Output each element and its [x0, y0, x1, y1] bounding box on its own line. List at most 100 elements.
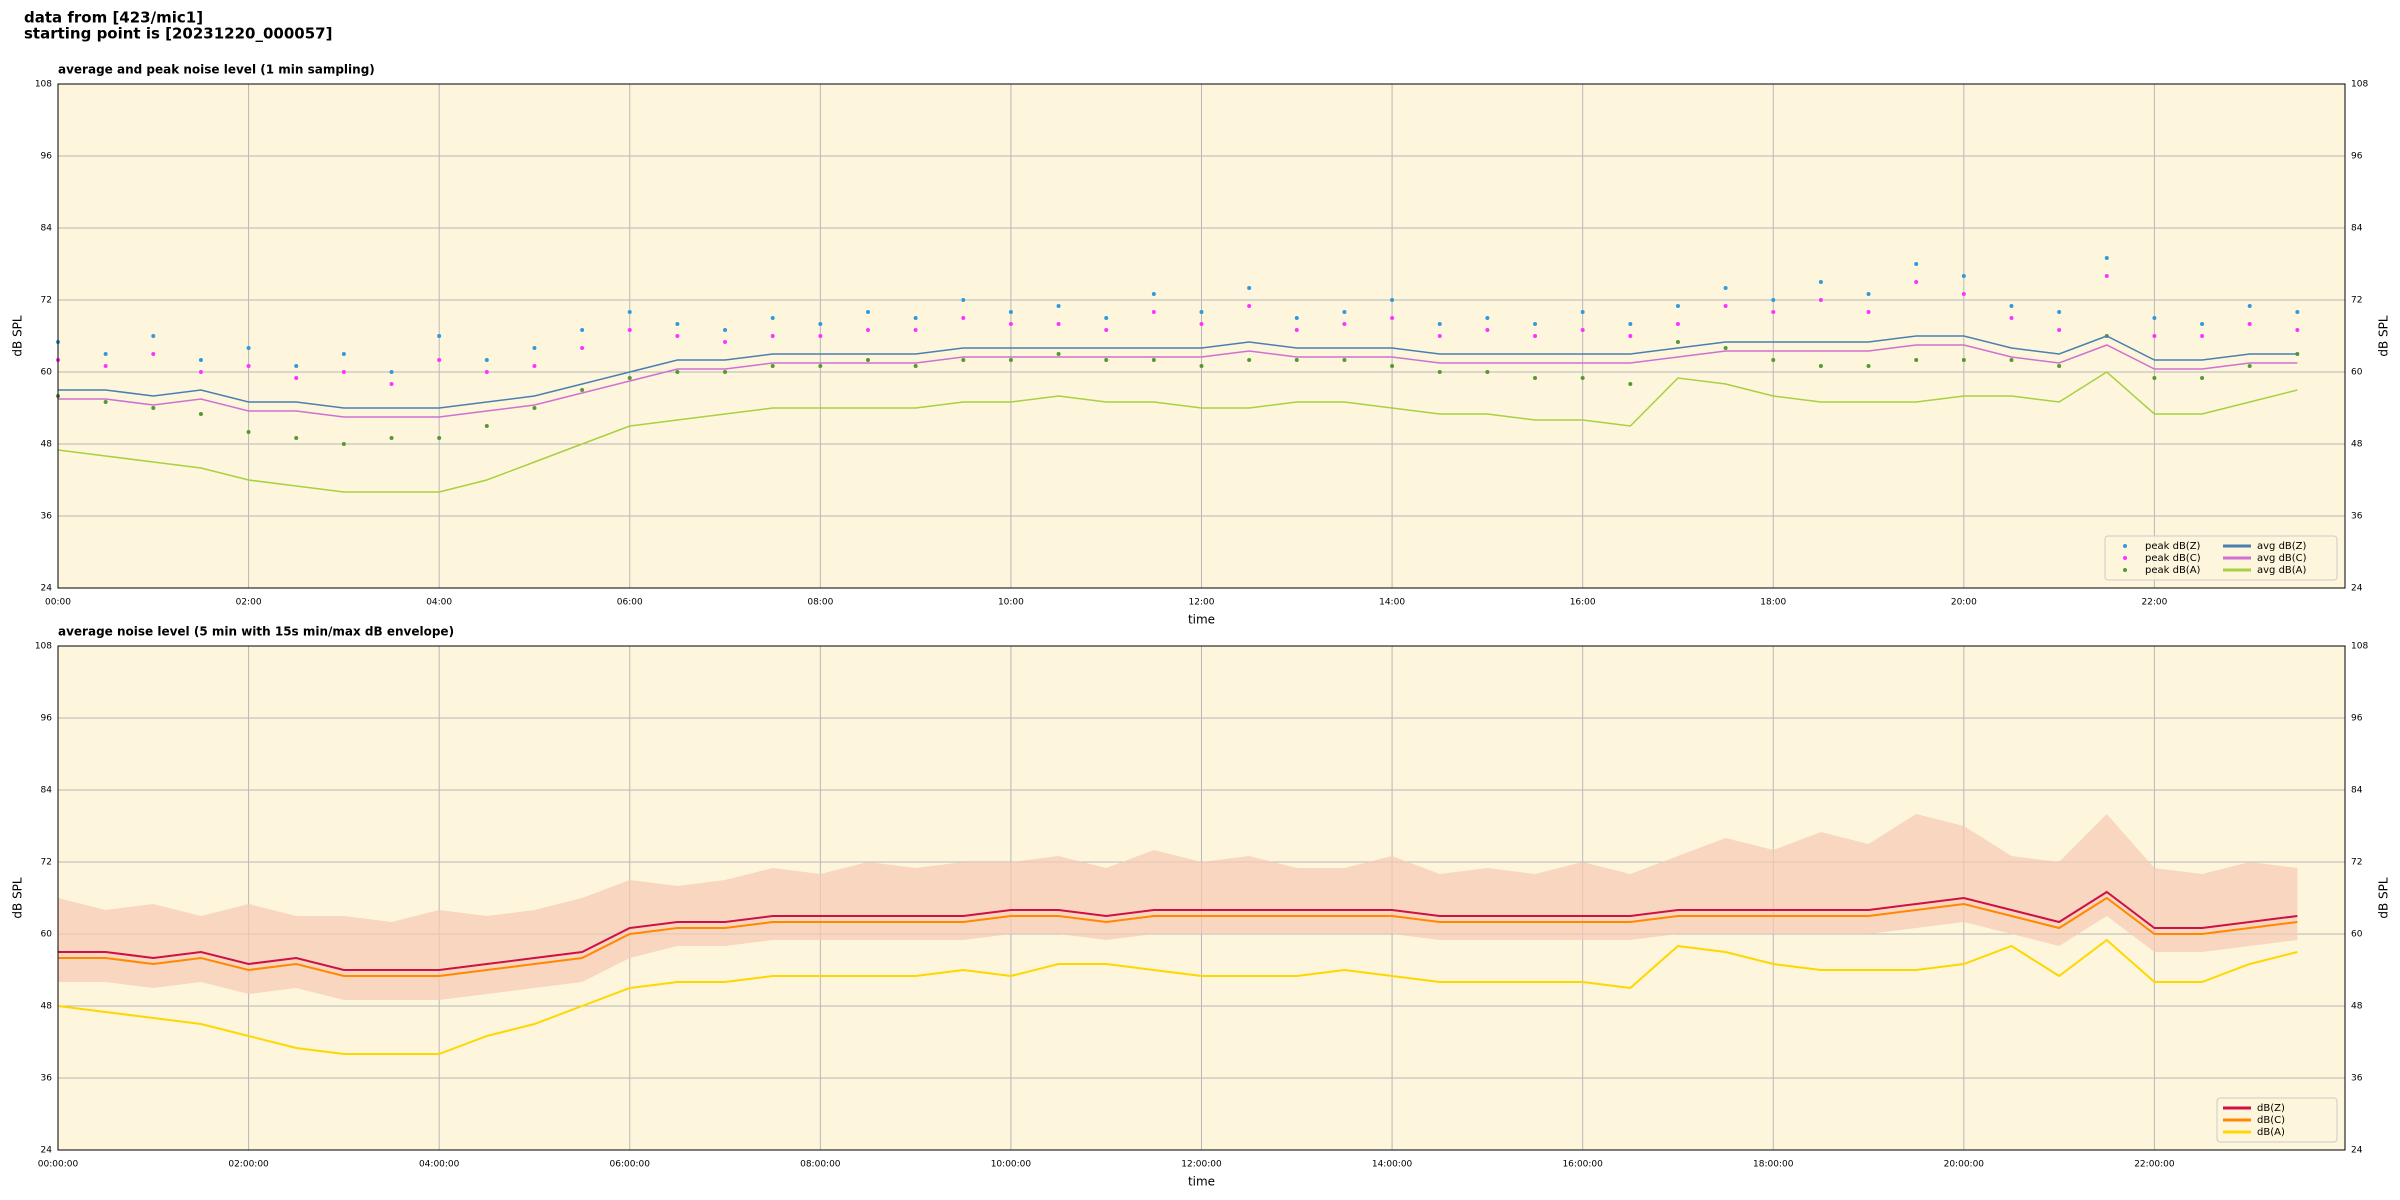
peak-dot	[1961, 358, 1966, 362]
x-tick-label: 18:00	[1760, 598, 1786, 608]
peak-dot	[2295, 328, 2300, 332]
y-tick-label: 72	[41, 296, 52, 306]
peak-dot	[1342, 322, 1347, 326]
peak-dot	[1199, 310, 1204, 314]
x-tick-label: 16:00	[1570, 598, 1596, 608]
peak-dot	[1104, 358, 1109, 362]
peak-dot	[913, 316, 918, 320]
peak-dot	[2104, 256, 2109, 260]
peak-dot	[1675, 322, 1680, 326]
x-tick-label: 16:00:00	[1562, 1160, 1603, 1170]
peak-dot	[1151, 292, 1156, 296]
peak-dot	[437, 358, 442, 362]
peak-dot	[1675, 304, 1680, 308]
peak-dot	[484, 370, 489, 374]
peak-dot	[2009, 304, 2014, 308]
x-tick-label: 04:00	[426, 598, 452, 608]
peak-dot	[961, 358, 966, 362]
y-tick-label: 48	[41, 440, 53, 450]
peak-dot	[1628, 334, 1633, 338]
peak-dot	[246, 346, 251, 350]
peak-dot	[2200, 376, 2205, 380]
y-axis-label: dB SPL	[11, 315, 25, 357]
y2-tick-label: 84	[2351, 786, 2363, 796]
peak-dot	[1104, 328, 1109, 332]
peak-dot	[1247, 358, 1252, 362]
y2-tick-label: 72	[2351, 296, 2362, 306]
x-tick-label: 20:00	[1951, 598, 1977, 608]
peak-dot	[341, 370, 346, 374]
peak-dot	[627, 328, 632, 332]
y2-tick-label: 108	[2351, 642, 2368, 652]
y2-tick-label: 36	[2351, 1074, 2363, 1084]
peak-dot	[1914, 280, 1919, 284]
y-tick-label: 72	[41, 858, 52, 868]
peak-dot	[1580, 310, 1585, 314]
peak-dot	[103, 352, 108, 356]
x-tick-label: 02:00	[236, 598, 262, 608]
peak-dot	[865, 310, 870, 314]
peak-dot	[580, 388, 585, 392]
peak-dot	[675, 322, 680, 326]
peak-dot	[580, 346, 585, 350]
x-tick-label: 12:00:00	[1181, 1160, 1222, 1170]
peak-dot	[437, 436, 442, 440]
peak-dot	[1342, 310, 1347, 314]
header-line: data from [423/mic1]	[24, 9, 203, 27]
y2-axis-label: dB SPL	[2377, 877, 2391, 919]
peak-dot	[770, 334, 775, 338]
peak-dot	[818, 322, 823, 326]
peak-dot	[294, 436, 299, 440]
peak-dot	[151, 334, 156, 338]
peak-dot	[723, 340, 728, 344]
peak-dot	[294, 376, 299, 380]
x-tick-label: 14:00	[1379, 598, 1405, 608]
x-tick-label: 10:00:00	[991, 1160, 1032, 1170]
y2-axis-label: dB SPL	[2377, 315, 2391, 357]
series-line	[57, 371, 2298, 493]
peak-dot	[1151, 358, 1156, 362]
x-axis-label: time	[1188, 613, 1215, 627]
x-tick-label: 12:00	[1189, 598, 1215, 608]
peak-dot	[1485, 328, 1490, 332]
y-tick-label: 108	[35, 80, 52, 90]
peak-dot	[1818, 298, 1823, 302]
peak-dot	[2247, 304, 2252, 308]
legend-label: peak dB(Z)	[2145, 541, 2201, 552]
y-axis-label: dB SPL	[11, 877, 25, 919]
peak-dot	[151, 406, 156, 410]
y-tick-label: 36	[41, 1074, 53, 1084]
legend-label: dB(A)	[2257, 1127, 2285, 1138]
peak-dot	[2104, 274, 2109, 278]
series-line	[58, 896, 2298, 977]
x-tick-label: 08:00:00	[800, 1160, 841, 1170]
peak-dot	[103, 364, 108, 368]
peak-dot	[1199, 364, 1204, 368]
peak-dot	[2057, 310, 2062, 314]
series-line	[58, 344, 2298, 418]
peak-dot	[818, 334, 823, 338]
plot-frame	[57, 83, 2346, 589]
y2-tick-label: 48	[2351, 1002, 2363, 1012]
peak-dot	[198, 358, 203, 362]
legend-marker	[2123, 568, 2127, 572]
peak-dot	[1771, 298, 1776, 302]
legend-label: dB(Z)	[2257, 1103, 2285, 1114]
peak-dot	[2152, 316, 2157, 320]
legend-label: peak dB(C)	[2145, 553, 2201, 564]
peak-dot	[1056, 352, 1061, 356]
y-tick-label: 60	[41, 930, 53, 940]
peak-dot	[770, 316, 775, 320]
y2-tick-label: 84	[2351, 224, 2363, 234]
plot-frame	[57, 645, 2346, 1151]
peak-dot	[1866, 310, 1871, 314]
peak-dot	[2200, 334, 2205, 338]
peak-dot	[2009, 358, 2014, 362]
y-tick-label: 24	[41, 1146, 53, 1156]
peak-dot	[1008, 310, 1013, 314]
y-tick-label: 84	[41, 224, 53, 234]
peak-dot	[1437, 370, 1442, 374]
legend-label: avg dB(Z)	[2257, 541, 2307, 552]
chart-title: average and peak noise level (1 min samp…	[58, 63, 375, 77]
